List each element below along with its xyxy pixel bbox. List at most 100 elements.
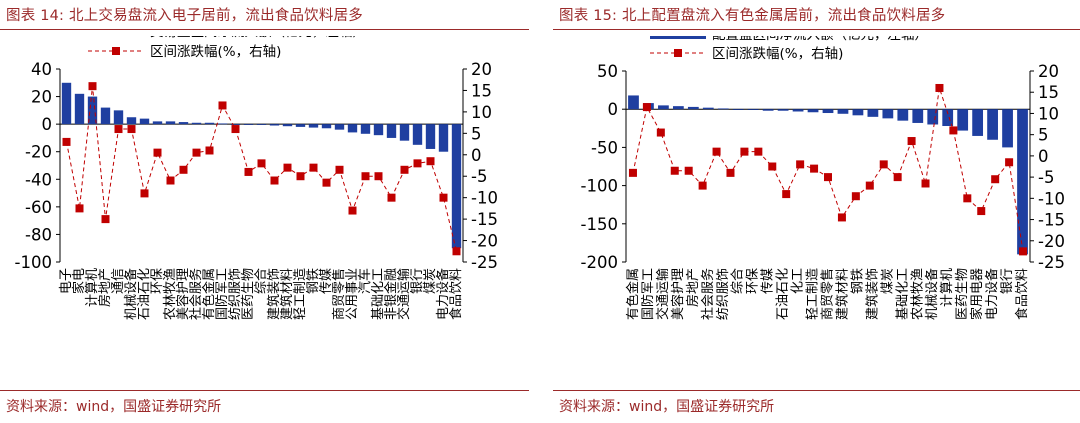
category-label: 家用电器 — [969, 268, 985, 320]
change-point — [670, 166, 679, 175]
category-label: 有色金属 — [201, 268, 217, 320]
change-point — [387, 193, 396, 202]
bar-社会服务 — [191, 122, 202, 125]
left-tick-label: -100 — [581, 177, 618, 196]
right-tick-label: 20 — [471, 60, 492, 79]
category-label: 交通运输 — [655, 268, 671, 320]
left-tick-label: -50 — [591, 138, 618, 157]
category-label: 环保 — [746, 268, 761, 294]
bar-环保 — [152, 121, 163, 125]
change-line — [66, 86, 457, 252]
bar-煤炭 — [425, 124, 436, 149]
category-label: 农林牧渔 — [163, 268, 178, 320]
category-label: 建筑材料 — [835, 268, 851, 320]
category-label: 基础化工 — [895, 268, 910, 320]
left-tick-label: -150 — [581, 215, 618, 234]
category-label: 医药生物 — [955, 268, 970, 320]
change-point — [712, 147, 721, 156]
category-label: 电子 — [59, 268, 74, 294]
change-point — [837, 213, 846, 222]
category-label: 房地产 — [685, 268, 701, 307]
category-label: 纺织服饰 — [716, 268, 731, 320]
bar-交通运输 — [399, 124, 410, 141]
change-point — [426, 157, 435, 166]
left-tick-label: -80 — [25, 225, 52, 244]
right-tick-label: -25 — [1038, 253, 1065, 272]
chart-14: 交易盘区间净流入额（亿元，左轴） 区间涨跌幅(%，右轴) 40 20 0 -20 -40 -6… — [15, 36, 498, 320]
chart-panel-14: 图表 14: 北上交易盘流入电子居前，流出食品饮料居多 交易盘区间净流入额（亿元… — [0, 0, 529, 423]
category-label: 食品饮料 — [448, 268, 464, 320]
chart-panel-15: 图表 15: 北上配置盘流入有色金属居前，流出食品饮料居多 配置盘区间净流入额（… — [553, 0, 1080, 423]
category-label: 石油石化 — [776, 268, 791, 320]
bar-公用事业 — [347, 124, 358, 133]
bar-有色金属 — [628, 95, 639, 110]
category-label: 汽车 — [357, 268, 373, 294]
change-point — [244, 167, 253, 176]
category-label: 钢铁 — [850, 268, 865, 294]
change-point — [991, 175, 1000, 184]
bar-农林牧渔 — [912, 109, 924, 123]
change-point — [893, 173, 902, 182]
right-tick-label: 15 — [1038, 83, 1059, 102]
bar-纺织服饰 — [717, 108, 729, 110]
change-point — [75, 204, 84, 213]
category-label: 银行 — [1000, 268, 1015, 294]
bar-汽车 — [360, 124, 371, 134]
left-tick-label: 0 — [608, 100, 619, 119]
right-tick-label: -5 — [471, 167, 487, 186]
bar-食品饮料 — [1017, 109, 1028, 255]
change-point — [656, 128, 665, 137]
change-point — [231, 125, 240, 134]
category-label: 农林牧渔 — [910, 268, 925, 320]
left-tick-label: 40 — [31, 60, 52, 79]
change-point — [726, 168, 735, 177]
change-point — [740, 147, 749, 156]
legend-bar-swatch — [650, 36, 706, 39]
change-point — [963, 194, 972, 203]
bar-国防军工 — [217, 123, 228, 125]
right-tick-label: -20 — [1038, 232, 1065, 251]
category-label: 非银金融 — [383, 268, 399, 320]
change-point — [153, 148, 162, 157]
bar-石油石化 — [777, 109, 789, 111]
right-tick-label: -25 — [471, 253, 498, 272]
right-tick-label: -20 — [471, 232, 498, 251]
change-point — [322, 178, 331, 187]
category-label: 电力设备 — [435, 268, 451, 320]
change-point — [270, 176, 279, 185]
change-point — [1019, 247, 1028, 256]
category-label: 化工 — [791, 268, 806, 294]
change-point — [935, 83, 944, 92]
category-label: 基础化工 — [371, 268, 386, 320]
title-divider — [0, 29, 529, 30]
category-label: 交通运输 — [396, 268, 412, 320]
right-tick-label: 20 — [1038, 62, 1059, 81]
change-point — [879, 160, 888, 169]
bar-家用电器 — [972, 109, 984, 136]
change-point — [782, 190, 791, 199]
category-label: 建筑装饰 — [864, 268, 880, 320]
bar-化工 — [792, 109, 804, 112]
category-label: 计算机 — [940, 268, 955, 307]
change-point — [348, 206, 357, 215]
bar-传媒 — [321, 124, 332, 129]
category-label: 传媒 — [319, 268, 334, 294]
left-tick-label: -100 — [15, 253, 52, 272]
category-label: 煤炭 — [880, 268, 895, 294]
change-point — [628, 168, 637, 177]
change-point — [374, 172, 383, 181]
source-note: 资料来源：wind，国盛证券研究所 — [559, 399, 775, 415]
bar-建筑装饰 — [867, 109, 879, 117]
category-label: 纺织服饰 — [228, 268, 243, 320]
right-tick-label: 10 — [471, 103, 492, 122]
bar-环保 — [747, 109, 759, 110]
change-point — [851, 192, 860, 201]
legend-bar-label: 配置盘区间净流入额（亿元，左轴） — [712, 36, 928, 43]
bar-建筑材料 — [282, 124, 293, 127]
bar-医药生物 — [243, 124, 254, 125]
change-point — [179, 165, 188, 174]
category-label: 轻工制造 — [293, 268, 308, 320]
category-label: 环保 — [150, 268, 165, 294]
bar-美容护理 — [672, 106, 684, 110]
change-point — [361, 172, 370, 181]
